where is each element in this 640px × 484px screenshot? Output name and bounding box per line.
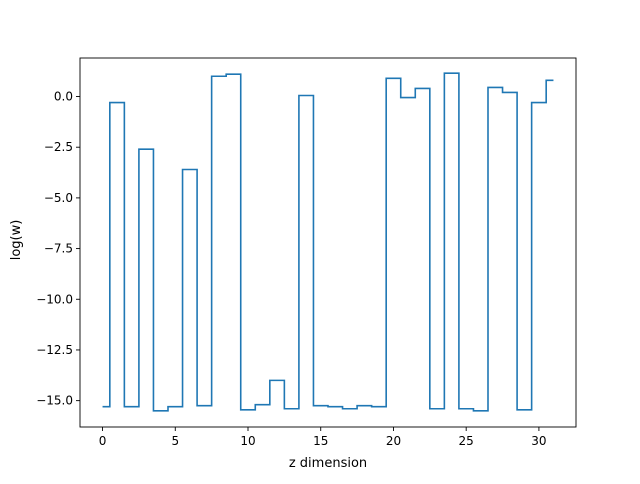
plot-area	[79, 57, 577, 428]
series-line-0	[102, 72, 554, 412]
x-tick-label: 30	[531, 434, 546, 448]
x-tick-label: 5	[171, 434, 179, 448]
y-tick-label: −5.0	[44, 191, 73, 205]
x-tick-label: 20	[386, 434, 401, 448]
x-tick-label: 10	[240, 434, 255, 448]
y-axis-ticks: 0.0 −2.5 −5.0 −7.5 −10.0 −12.5 −15.0	[36, 90, 80, 408]
x-tick-label: 25	[459, 434, 474, 448]
y-tick-label: −12.5	[36, 343, 73, 357]
x-tick-label: 15	[313, 434, 328, 448]
y-tick-label: −2.5	[44, 140, 73, 154]
x-axis-label: z dimension	[289, 456, 367, 471]
y-tick-label: 0.0	[54, 90, 73, 104]
y-tick-label: −10.0	[36, 292, 73, 306]
y-axis-label: log(w)	[9, 220, 24, 261]
y-tick-label: −15.0	[36, 394, 73, 408]
axes-frame	[79, 57, 577, 428]
y-tick-label: −7.5	[44, 242, 73, 256]
series-layer	[102, 72, 554, 412]
x-tick-label: 0	[99, 434, 107, 448]
x-axis-ticks: 0 5 10 15 20 25 30	[99, 427, 547, 448]
